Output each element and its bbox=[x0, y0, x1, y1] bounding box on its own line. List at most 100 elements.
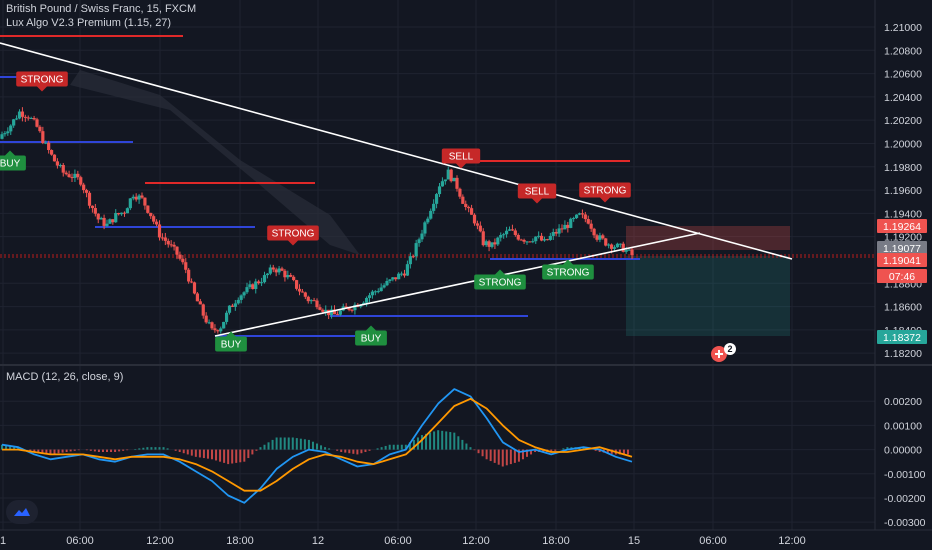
candle-body bbox=[41, 131, 45, 144]
macd-y-tick-label: 0.00000 bbox=[884, 445, 922, 457]
candle-body bbox=[601, 235, 605, 239]
candle-body bbox=[224, 312, 229, 322]
candle-body bbox=[443, 179, 447, 182]
candle-body bbox=[516, 234, 520, 240]
candle-body bbox=[169, 244, 173, 246]
candle-body bbox=[414, 243, 418, 257]
candle-body bbox=[370, 291, 375, 296]
candle-body bbox=[152, 216, 156, 222]
candle-body bbox=[300, 291, 305, 293]
tradingview-logo-icon[interactable] bbox=[6, 500, 38, 524]
candle-body bbox=[181, 258, 185, 263]
macd-y-tick-label: -0.00100 bbox=[884, 469, 926, 481]
candle-body bbox=[178, 254, 182, 259]
candle-body bbox=[233, 303, 237, 307]
candle-body bbox=[388, 279, 392, 281]
signal-tag-box bbox=[474, 274, 526, 290]
candle-body bbox=[385, 280, 389, 286]
candle-body bbox=[172, 244, 176, 247]
candle-body bbox=[210, 322, 214, 329]
candle-body bbox=[134, 196, 138, 200]
candle-body bbox=[90, 205, 95, 209]
candle-body bbox=[207, 322, 211, 324]
candle-body bbox=[198, 301, 202, 305]
candle-body bbox=[467, 207, 471, 209]
candle-body bbox=[525, 241, 529, 243]
candle-body bbox=[391, 277, 395, 280]
candle-body bbox=[624, 250, 628, 252]
candle-body bbox=[440, 181, 445, 187]
y-tick-label: 1.19400 bbox=[884, 208, 922, 220]
x-tick-label: 1 bbox=[0, 535, 6, 547]
candle-body bbox=[519, 239, 523, 241]
signal-tag-box bbox=[542, 264, 594, 280]
candle-body bbox=[9, 125, 13, 132]
candle-body bbox=[399, 273, 404, 275]
y-tick-label: 1.18600 bbox=[884, 302, 922, 314]
candle-body bbox=[376, 291, 380, 293]
sell-signal-tag: SELL bbox=[517, 183, 557, 204]
candle-body bbox=[458, 188, 462, 197]
candle-body bbox=[137, 195, 141, 200]
signal-tag-box bbox=[215, 336, 247, 352]
price-axis-label: 1.19041 bbox=[883, 255, 921, 267]
candle-body bbox=[405, 264, 410, 276]
signal-tag-box bbox=[517, 183, 557, 199]
macd-y-tick-label: 0.00100 bbox=[884, 420, 922, 432]
candle-body bbox=[271, 267, 275, 270]
candle-body bbox=[630, 249, 634, 256]
candle-body bbox=[131, 196, 135, 199]
candle-body bbox=[344, 306, 348, 308]
candle-body bbox=[49, 150, 54, 155]
candle-body bbox=[163, 237, 167, 241]
candle-body bbox=[38, 126, 42, 132]
signal-tag-arrow bbox=[600, 197, 610, 203]
candle-body bbox=[604, 238, 608, 246]
signal-tag-arrow bbox=[456, 163, 466, 169]
signal-tag-label: BUY bbox=[0, 159, 21, 170]
candle-body bbox=[475, 223, 480, 226]
candle-body bbox=[32, 118, 36, 120]
signal-tag-label: STRONG bbox=[21, 75, 64, 86]
candle-body bbox=[397, 273, 401, 280]
candle-body bbox=[93, 208, 97, 214]
sell-signal-tag: STRONG bbox=[579, 182, 631, 203]
signal-tag-label: STRONG bbox=[479, 278, 522, 289]
macd-y-tick-label: -0.00300 bbox=[884, 517, 926, 529]
candle-body bbox=[402, 273, 407, 276]
candle-body bbox=[29, 118, 33, 120]
candle-body bbox=[312, 300, 316, 302]
candle-body bbox=[227, 305, 232, 313]
candle-body bbox=[242, 292, 246, 296]
signal-tag-arrow bbox=[5, 150, 15, 156]
candle-body bbox=[504, 230, 509, 235]
candle-body bbox=[548, 235, 552, 240]
candle-body bbox=[248, 284, 252, 288]
candle-body bbox=[117, 213, 121, 215]
candle-body bbox=[143, 197, 147, 206]
candle-body bbox=[452, 177, 456, 182]
y-tick-label: 1.19600 bbox=[884, 185, 922, 197]
candle-body bbox=[236, 299, 240, 304]
candle-body bbox=[612, 247, 617, 249]
candle-body bbox=[14, 118, 19, 120]
signal-tag-label: SELL bbox=[525, 187, 550, 198]
event-count-badge bbox=[724, 343, 736, 355]
signal-line bbox=[2, 397, 633, 492]
candle-body bbox=[61, 165, 65, 173]
candle-body bbox=[6, 131, 10, 134]
price-axis-label: 1.19077 bbox=[883, 243, 921, 255]
stop-loss-zone bbox=[626, 226, 790, 250]
candle-body bbox=[67, 174, 71, 178]
macd-y-tick-label: 0.00200 bbox=[884, 396, 922, 408]
candle-body bbox=[574, 214, 579, 219]
candle-body bbox=[201, 304, 205, 316]
y-tick-label: 1.20400 bbox=[884, 92, 922, 104]
candle-body bbox=[128, 198, 132, 209]
price-axis-label-box bbox=[877, 253, 927, 267]
signal-tag-label: STRONG bbox=[272, 229, 315, 240]
buy-signal-tag: BUY bbox=[215, 331, 247, 352]
x-tick-label: 06:00 bbox=[384, 535, 412, 547]
candle-body bbox=[426, 218, 430, 223]
